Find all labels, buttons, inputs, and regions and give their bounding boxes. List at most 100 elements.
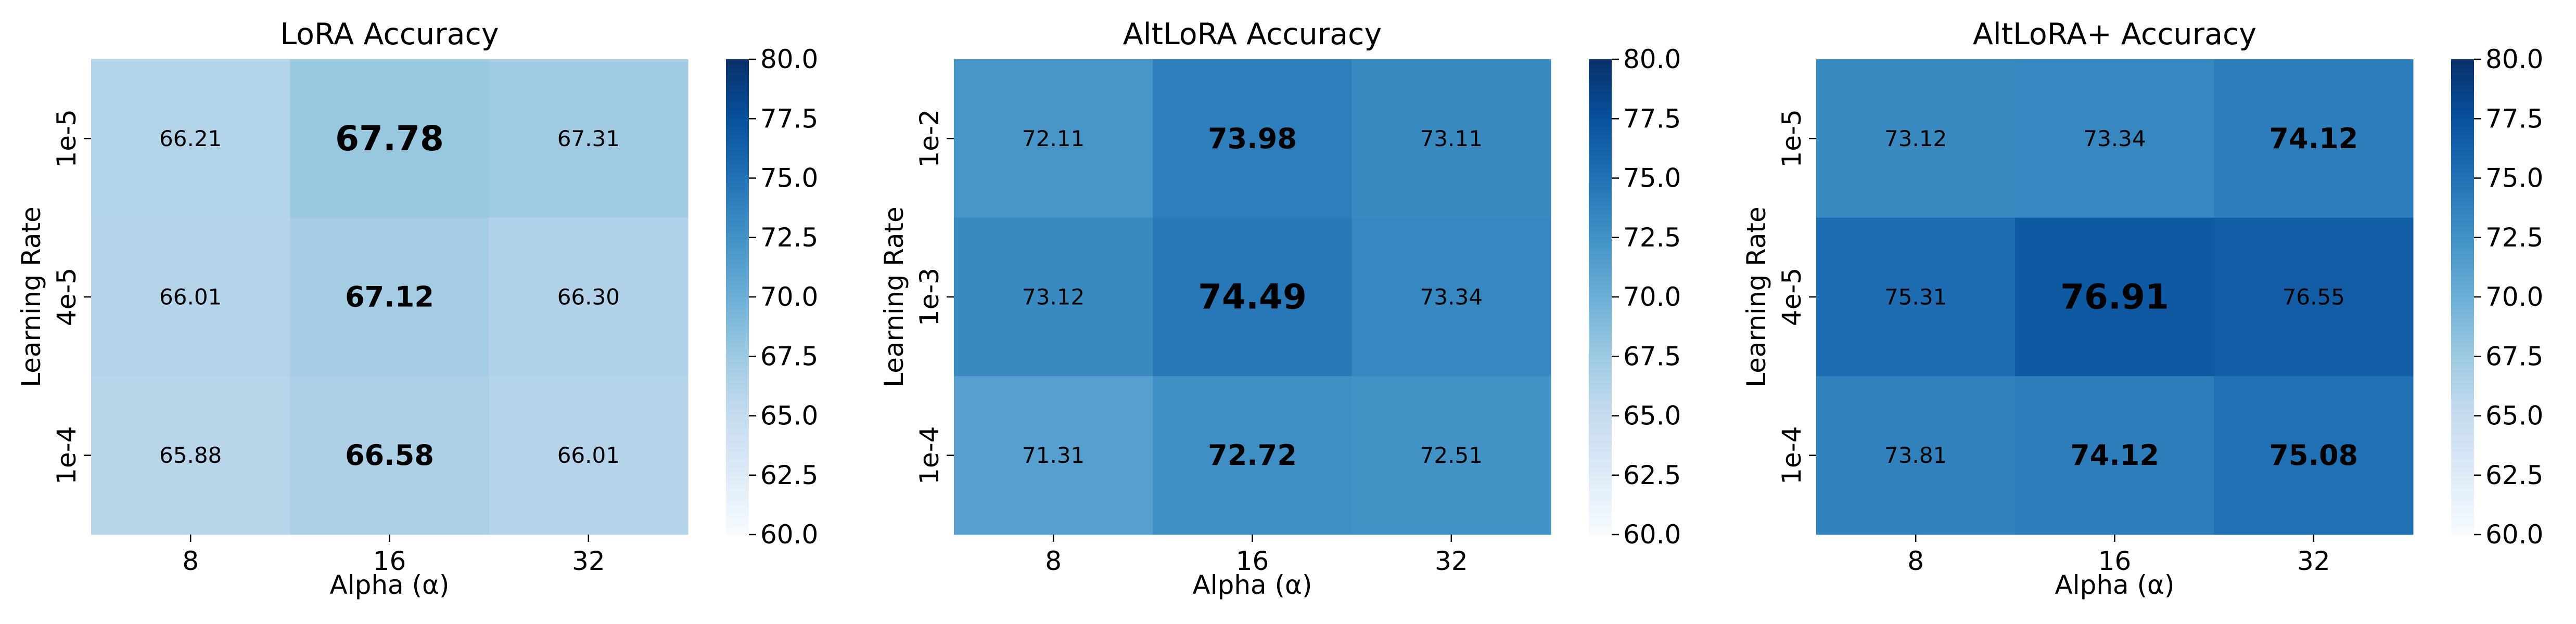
heatmap-cell: [1153, 217, 1353, 376]
x-tick-label: 32: [1435, 546, 1468, 576]
chart-title: LoRA Accuracy: [280, 17, 499, 51]
heatmap-panel: AltLoRA+ Accuracy 73.12 73.34 74.12 75.31 76.…: [1741, 17, 2543, 600]
colorbar: [2451, 59, 2474, 535]
x-tick-label: 32: [572, 546, 605, 576]
heatmap-cell: [1351, 376, 1551, 535]
colorbar-tick-label: 70.0: [760, 282, 818, 312]
heatmap-cell: [290, 59, 490, 218]
colorbar-tick-label: 75.0: [1623, 163, 1681, 193]
y-tick-label: 1e-2: [914, 109, 945, 167]
cell-value-label: 72.11: [1022, 126, 1085, 151]
heatmap-cell: [91, 376, 290, 535]
heatmap-cell: [489, 376, 688, 535]
heatmap-cell: [2015, 59, 2215, 218]
cell-value-label: 73.34: [2083, 126, 2146, 151]
y-axis-label: Learning Rate: [1741, 206, 1771, 387]
colorbar-tick-label: 80.0: [760, 44, 818, 74]
x-axis-label: Alpha (α): [2055, 570, 2174, 600]
colorbar-tick-label: 65.0: [2485, 401, 2543, 431]
cell-value-label: 72.51: [1420, 443, 1483, 468]
colorbar-tick-label: 60.0: [2485, 519, 2543, 550]
heatmap-cell: [1153, 376, 1353, 535]
colorbar-tick-label: 77.5: [2485, 103, 2543, 134]
y-axis-label: Learning Rate: [16, 206, 46, 387]
cell-value-label: 73.12: [1022, 284, 1085, 310]
heatmap-panel: AltLoRA Accuracy 72.11 73.98 73.11 73.12 74.4…: [879, 17, 1681, 600]
colorbar-tick-label: 75.0: [760, 163, 818, 193]
heatmap-cell: [1351, 217, 1551, 376]
cell-value-label: 66.58: [345, 439, 434, 472]
colorbar-tick-label: 72.5: [1623, 223, 1681, 253]
colorbar-tick-label: 67.5: [2485, 341, 2543, 371]
heatmap-cell: [954, 217, 1153, 376]
colorbar-tick-label: 67.5: [760, 341, 818, 371]
heatmap-cell: [1816, 59, 2016, 218]
cell-value-label: 73.11: [1420, 126, 1483, 151]
heatmap-cell: [91, 59, 290, 218]
cell-value-label: 74.12: [2070, 439, 2159, 472]
cell-value-label: 76.55: [2282, 284, 2345, 310]
y-axis-label: Learning Rate: [879, 206, 909, 387]
chart-title: AltLoRA Accuracy: [1123, 17, 1382, 51]
cell-value-label: 73.34: [1420, 284, 1483, 310]
colorbar-tick-label: 77.5: [760, 103, 818, 134]
y-tick-label: 1e-3: [914, 268, 945, 326]
colorbar-tick-label: 72.5: [2485, 223, 2543, 253]
x-tick-label: 8: [1045, 546, 1062, 576]
y-tick-label: 4e-5: [1777, 268, 1807, 326]
cell-value-label: 67.31: [557, 126, 620, 151]
colorbar-tick-label: 75.0: [2485, 163, 2543, 193]
cell-value-label: 67.12: [345, 281, 434, 314]
colorbar-tick-label: 80.0: [1623, 44, 1681, 74]
heatmap-cell: [2214, 59, 2414, 218]
cell-value-label: 74.12: [2269, 122, 2358, 155]
x-tick-label: 16: [373, 546, 406, 576]
colorbar-tick-label: 60.0: [1623, 519, 1681, 550]
x-tick-label: 32: [2297, 546, 2330, 576]
heatmap-cell: [290, 217, 490, 376]
heatmap-cell: [2015, 217, 2215, 376]
x-tick-label: 8: [182, 546, 199, 576]
chart-title: AltLoRA+ Accuracy: [1973, 17, 2256, 51]
cell-value-label: 73.81: [1884, 443, 1947, 468]
colorbar-tick-label: 60.0: [760, 519, 818, 550]
colorbar-tick-label: 80.0: [2485, 44, 2543, 74]
heatmap-cell: [954, 376, 1153, 535]
cell-value-label: 66.01: [159, 284, 222, 310]
heatmap-cell: [290, 376, 490, 535]
heatmap-cell: [489, 217, 688, 376]
y-tick-label: 4e-5: [52, 268, 82, 326]
y-tick-label: 1e-4: [1777, 426, 1807, 484]
cell-value-label: 73.98: [1208, 122, 1297, 155]
colorbar-tick-label: 65.0: [760, 401, 818, 431]
cell-value-label: 66.21: [159, 126, 222, 151]
x-axis-label: Alpha (α): [1192, 570, 1312, 600]
cell-value-label: 72.72: [1208, 439, 1297, 472]
colorbar-tick-label: 72.5: [760, 223, 818, 253]
cell-value-label: 75.08: [2269, 439, 2358, 472]
cell-value-label: 73.12: [1884, 126, 1947, 151]
heatmap-cell: [954, 59, 1153, 218]
colorbar: [1589, 59, 1612, 535]
cell-value-label: 74.49: [1198, 277, 1307, 317]
cell-value-label: 75.31: [1884, 284, 1947, 310]
heatmap-cell: [1153, 59, 1353, 218]
y-tick-label: 1e-4: [52, 426, 82, 484]
colorbar-tick-label: 62.5: [760, 460, 818, 490]
colorbar-tick-label: 65.0: [1623, 401, 1681, 431]
cell-value-label: 66.30: [557, 284, 620, 310]
heatmap-cell: [1816, 376, 2016, 535]
colorbar: [726, 59, 749, 535]
heatmap-cell: [2214, 217, 2414, 376]
heatmap-cell: [489, 59, 688, 218]
y-tick-label: 1e-4: [914, 426, 945, 484]
cell-value-label: 76.91: [2060, 277, 2169, 317]
cell-value-label: 71.31: [1022, 443, 1085, 468]
x-axis-label: Alpha (α): [329, 570, 449, 600]
colorbar-tick-label: 70.0: [1623, 282, 1681, 312]
cell-value-label: 67.78: [335, 119, 444, 159]
colorbar-tick-label: 62.5: [1623, 460, 1681, 490]
y-tick-label: 1e-5: [52, 109, 82, 167]
colorbar-tick-label: 70.0: [2485, 282, 2543, 312]
